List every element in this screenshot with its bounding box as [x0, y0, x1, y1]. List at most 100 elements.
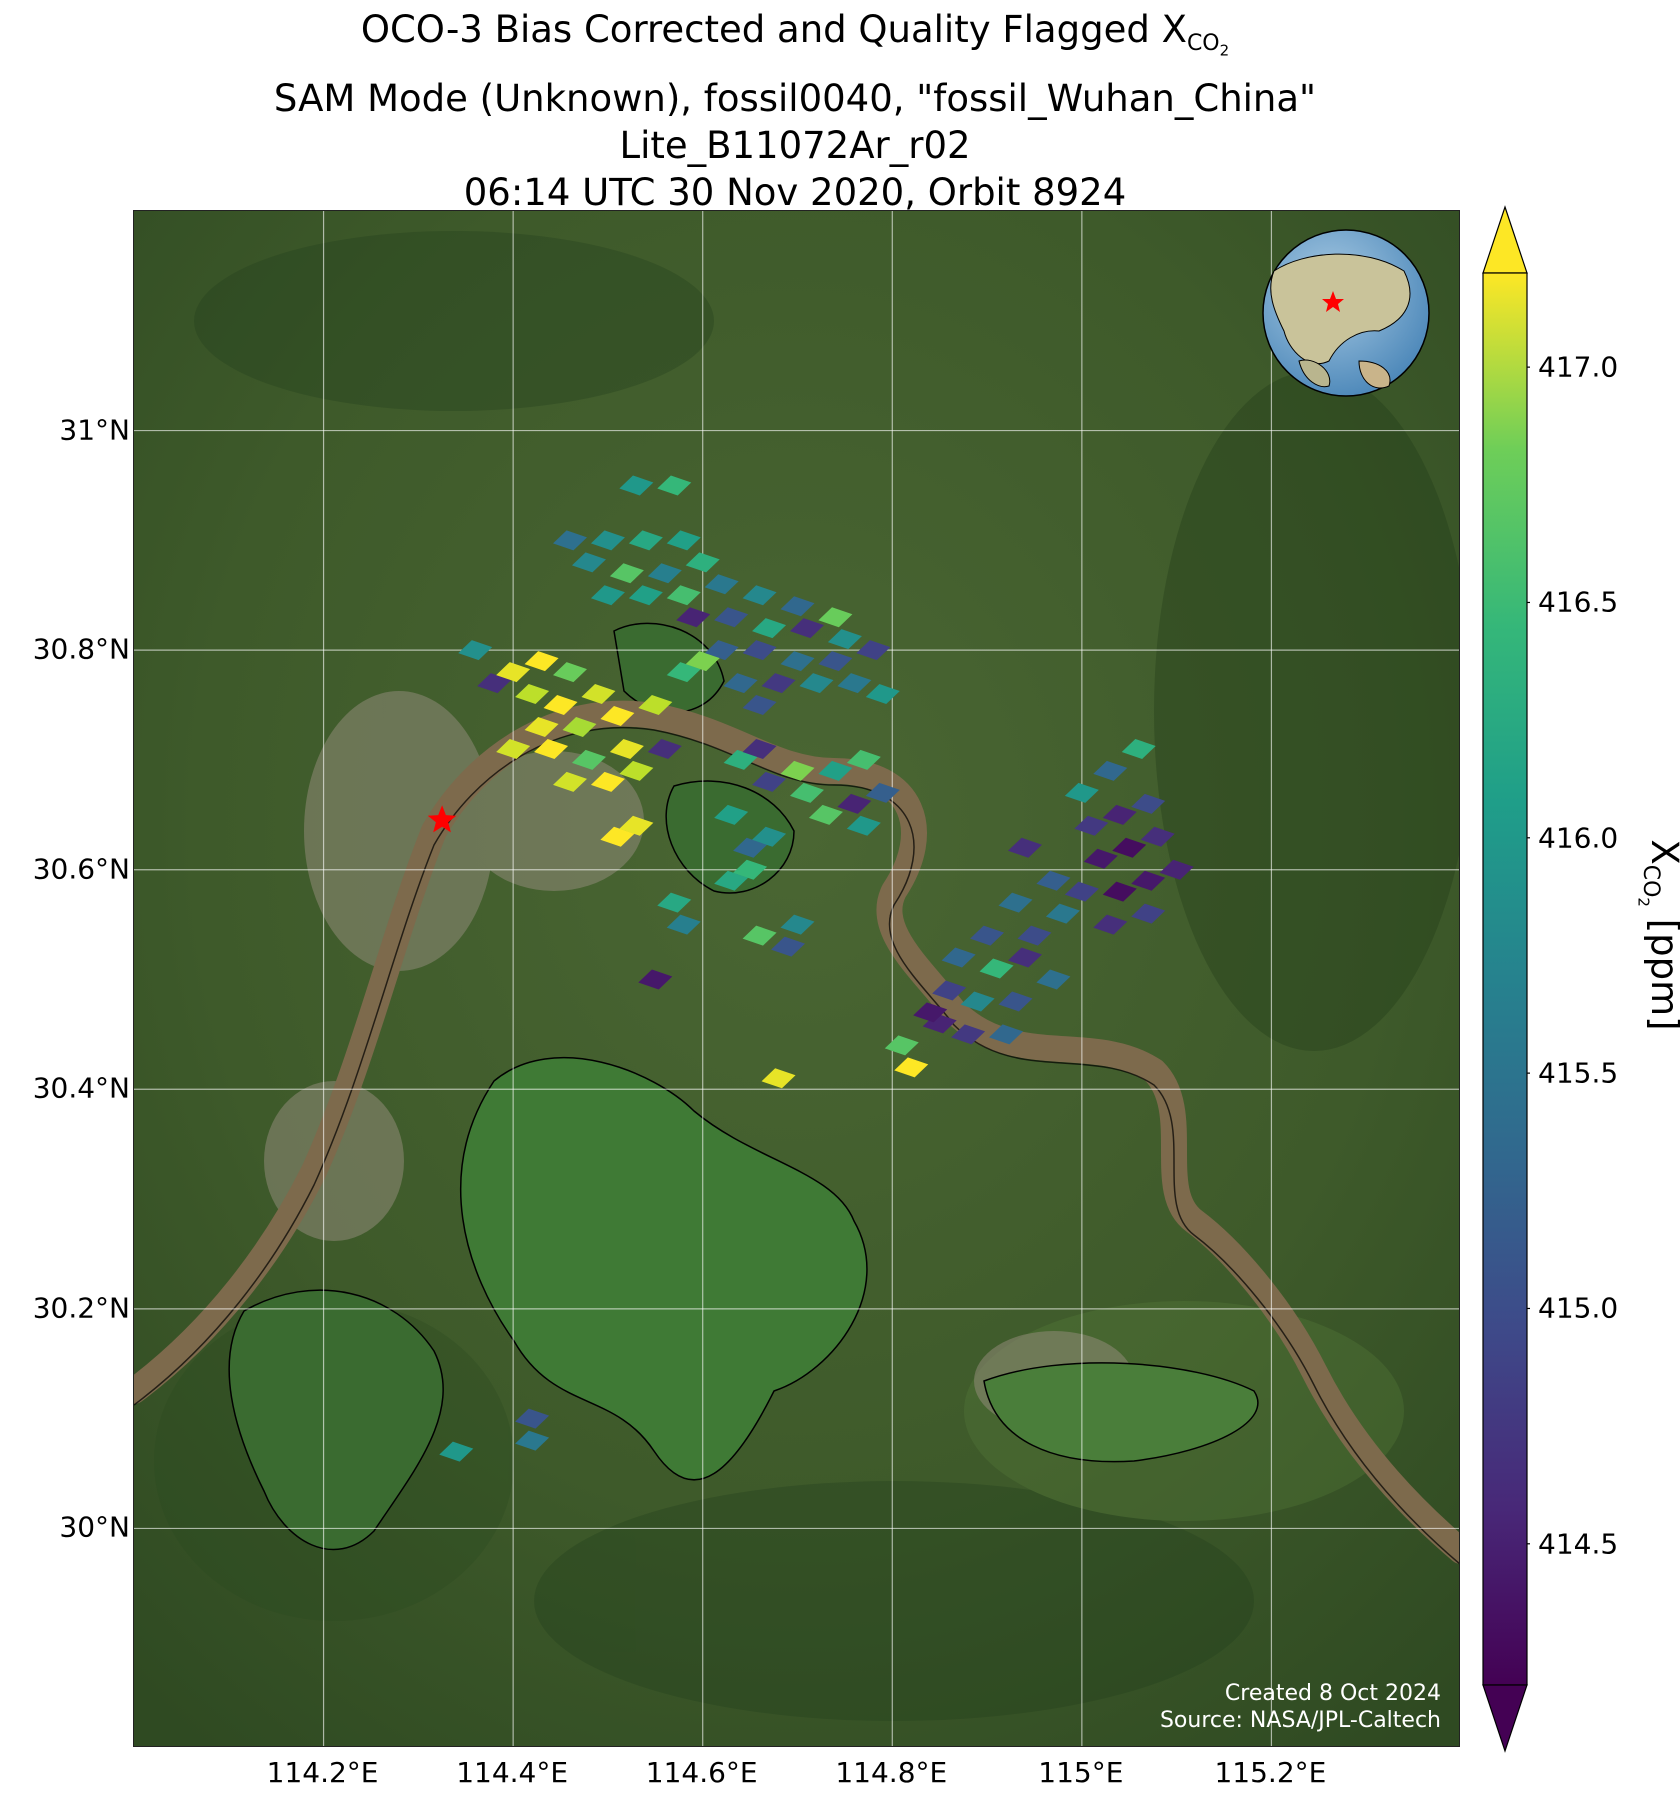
xco2-sounding [666, 585, 701, 606]
xco2-sounding [581, 684, 616, 705]
colorbar-tick-label: 417.0 [1538, 350, 1619, 384]
xco2-sounding [752, 826, 787, 847]
xco2-sounding [780, 596, 815, 617]
xco2-sounding [742, 585, 777, 606]
created-date: Created 8 Oct 2024 [1224, 1681, 1441, 1706]
xco2-sounding [657, 475, 692, 496]
xco2-sounding [780, 760, 815, 781]
xco2-sounding [1131, 903, 1166, 924]
xco2-sounding [1102, 804, 1137, 825]
xco2-sounding [913, 1002, 948, 1023]
xco2-sounding [515, 1430, 550, 1451]
xco2-sounding [619, 475, 654, 496]
xco2-sounding [1064, 782, 1099, 803]
xco2-sounding [846, 815, 881, 836]
xco2-sounding [439, 1441, 474, 1462]
xco2-sounding [941, 947, 976, 968]
xco2-sounding [1083, 848, 1118, 869]
xco2-sounding [998, 991, 1033, 1012]
xco2-sounding [571, 749, 606, 770]
xco2-sounding [553, 530, 588, 551]
colorbar-tick-label: 416.5 [1538, 585, 1619, 619]
xco2-sounding [742, 925, 777, 946]
xco2-sounding [1036, 870, 1071, 891]
xco2-sounding [1140, 826, 1175, 847]
lon-tick-label: 115°E [1038, 1756, 1124, 1789]
xco2-sounding [742, 738, 777, 759]
xco2-sounding [970, 925, 1005, 946]
colorbar-tick-label: 415.0 [1538, 1291, 1619, 1325]
xco2-sounding [733, 859, 768, 880]
xco2-sounding [666, 662, 701, 683]
xco2-sounding [761, 673, 796, 694]
xco2-sounding [496, 738, 531, 759]
title-line-1: OCO-3 Bias Corrected and Quality Flagged… [360, 8, 1230, 60]
xco2-sounding [818, 760, 853, 781]
xco2-sounding [1121, 738, 1156, 759]
xco2-sounding [543, 695, 578, 716]
xco2-sounding [1045, 903, 1080, 924]
xco2-sounding [1036, 969, 1071, 990]
xco2-sounding [1112, 837, 1147, 858]
xco2-sounding [1093, 760, 1128, 781]
xco2-sounding [666, 530, 701, 551]
xco2-sounding [628, 530, 663, 551]
lat-tick-label: 30.8°N [32, 632, 130, 666]
xco2-sounding [789, 618, 824, 639]
xco2-sounding [1017, 925, 1052, 946]
xco2-sounding [723, 673, 758, 694]
xco2-sounding [865, 782, 900, 803]
title-line-2: SAM Mode (Unknown), fossil0040, "fossil_… [273, 76, 1317, 120]
xco2-sounding [600, 826, 635, 847]
xco2-sounding [752, 618, 787, 639]
lat-tick-label: 30°N [59, 1510, 130, 1544]
xco2-sounding [884, 1035, 919, 1056]
xco2-sounding [979, 958, 1014, 979]
xco2-sounding [780, 914, 815, 935]
lon-tick-label: 114.2°E [266, 1756, 379, 1789]
inset-globe [1262, 229, 1430, 397]
xco2-sounding [1064, 881, 1099, 902]
xco2-sounding [524, 651, 559, 672]
xco2-sounding [932, 980, 967, 1001]
xco2-sounding [837, 793, 872, 814]
xco2-sounding [609, 738, 644, 759]
xco2-sounding [818, 607, 853, 628]
xco2-sounding [685, 552, 720, 573]
xco2-sounding [837, 673, 872, 694]
xco2-sounding [752, 771, 787, 792]
xco2-sounding [458, 640, 493, 661]
xco2-sounding [723, 749, 758, 770]
xco2-sounding [676, 607, 711, 628]
xco2-sounding [733, 837, 768, 858]
lon-tick-label: 114.6°E [645, 1756, 758, 1789]
lat-tick-label: 30.4°N [32, 1071, 130, 1105]
xco2-sounding [647, 738, 682, 759]
xco2-sounding [638, 969, 673, 990]
xco2-sounding [1131, 870, 1166, 891]
xco2-sounding [951, 1024, 986, 1045]
xco2-sounding [1074, 815, 1109, 836]
map-panel[interactable]: Created 8 Oct 2024 Source: NASA/JPL-Calt… [133, 210, 1460, 1747]
colorbar-tick-label: 416.0 [1538, 821, 1619, 855]
xco2-sounding [865, 684, 900, 705]
xco2-sounding [562, 716, 597, 737]
target-star-icon [427, 805, 457, 833]
colorbar-body [1482, 272, 1528, 1686]
xco2-sounding [496, 662, 531, 683]
xco2-sounding [998, 892, 1033, 913]
map-canvas [134, 211, 1459, 1746]
xco2-sounding [534, 738, 569, 759]
xco2-sounding [846, 749, 881, 770]
source-credit: Source: NASA/JPL-Caltech [1159, 1708, 1441, 1733]
map-title: OCO-3 Bias Corrected and Quality Flagged… [0, 6, 1590, 216]
river-outline [134, 726, 1459, 1565]
lat-tick-label: 31°N [59, 413, 130, 447]
xco2-sounding [553, 662, 588, 683]
xco2-sounding [1131, 793, 1166, 814]
xco2-sounding [1102, 881, 1137, 902]
xco2-sounding [704, 574, 739, 595]
xco2-sounding [789, 782, 824, 803]
xco2-sounding [666, 914, 701, 935]
xco2-sounding [780, 651, 815, 672]
